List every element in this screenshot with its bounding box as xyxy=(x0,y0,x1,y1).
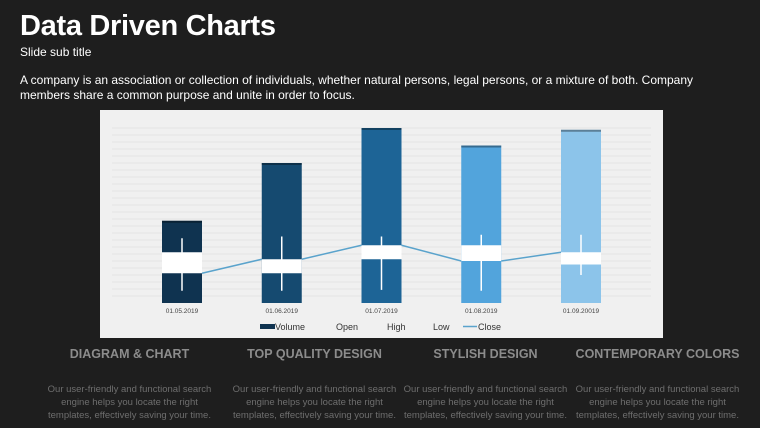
page-description: A company is an association or collectio… xyxy=(20,73,694,102)
page-subtitle: Slide sub title xyxy=(20,45,92,59)
volume-bar-cap xyxy=(461,145,502,148)
legend-volume-swatch xyxy=(260,324,275,329)
volume-bar-cap xyxy=(361,128,402,130)
stock-chart: 01.05.2019 01.06.2019 01.07.2019 01.08.2019… xyxy=(100,110,663,338)
x-tick-label: 01.06.2019 xyxy=(265,308,298,315)
x-tick-label: 01.07.2019 xyxy=(365,308,398,315)
feature-title: DIAGRAM & CHART xyxy=(69,347,190,361)
close-line-segment xyxy=(301,244,362,260)
feature-diagram-chart: DIAGRAM & CHART Our user-friendly and fu… xyxy=(42,347,217,422)
volume-bar-cap xyxy=(162,220,202,223)
page-title: Data Driven Charts xyxy=(20,10,276,42)
legend-low: Low xyxy=(433,322,450,332)
feature-title: CONTEMPORARY COLORS xyxy=(575,347,740,361)
volume-bar xyxy=(561,129,601,303)
feature-contemporary-colors: CONTEMPORARY COLORS Our user-friendly an… xyxy=(570,347,745,422)
legend-high: High xyxy=(387,322,406,332)
legend-close: Close xyxy=(478,322,501,332)
close-line-segment xyxy=(501,251,562,262)
feature-title: STYLISH DESIGN xyxy=(433,347,538,361)
open-close-box xyxy=(261,259,302,274)
feature-text: Our user-friendly and functional search … xyxy=(575,384,740,421)
x-tick-label: 01.05.2019 xyxy=(166,308,199,315)
feature-title: TOP QUALITY DESIGN xyxy=(247,347,382,361)
legend-volume: Volume xyxy=(275,322,305,332)
x-tick-label: 01.08.2019 xyxy=(465,308,498,315)
x-tick-label: 01.09.20019 xyxy=(563,308,600,315)
close-line-segment xyxy=(401,244,462,262)
open-close-box xyxy=(461,245,502,261)
legend-open: Open xyxy=(336,322,358,332)
feature-text: Our user-friendly and functional search … xyxy=(47,384,212,421)
close-line-segment xyxy=(201,258,262,274)
feature-stylish-design: STYLISH DESIGN Our user-friendly and fun… xyxy=(398,347,573,422)
open-close-box xyxy=(561,252,601,265)
open-close-box xyxy=(361,245,402,260)
volume-bar-cap xyxy=(261,163,302,165)
feature-top-quality: TOP QUALITY DESIGN Our user-friendly and… xyxy=(227,347,402,422)
feature-text: Our user-friendly and functional search … xyxy=(232,384,397,421)
feature-text: Our user-friendly and functional search … xyxy=(403,384,568,421)
open-close-box xyxy=(162,252,202,274)
volume-bar-cap xyxy=(561,129,601,132)
